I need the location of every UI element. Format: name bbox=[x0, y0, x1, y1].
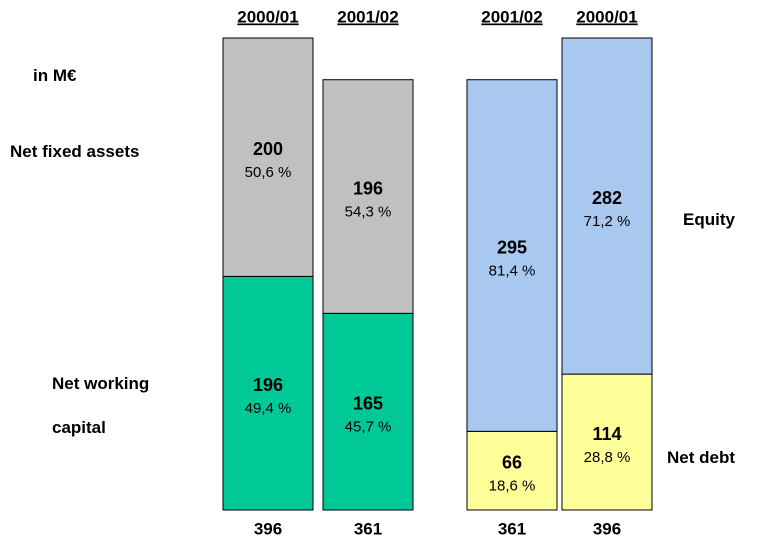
bar-segment bbox=[561, 373, 653, 511]
percent-label: 49,4 % bbox=[245, 400, 292, 417]
category-label: 2001/02 bbox=[337, 7, 398, 26]
value-label: 114 bbox=[592, 424, 621, 444]
total-label: 396 bbox=[254, 519, 282, 538]
value-label: 196 bbox=[353, 178, 383, 198]
category-label: 2000/01 bbox=[237, 7, 298, 26]
series-label: Net working capital bbox=[52, 374, 150, 437]
category-label: 2001/02 bbox=[481, 7, 542, 26]
bar-segment bbox=[222, 37, 314, 277]
series-label: Equity bbox=[683, 210, 735, 229]
value-label: 200 bbox=[253, 139, 283, 159]
bar-segment bbox=[322, 79, 414, 314]
value-label: 282 bbox=[592, 188, 622, 208]
percent-label: 18,6 % bbox=[489, 478, 536, 495]
percent-label: 81,4 % bbox=[489, 262, 536, 279]
series-label: Net fixed assets bbox=[10, 142, 140, 161]
value-label: 295 bbox=[497, 237, 527, 257]
value-label: 165 bbox=[353, 393, 383, 413]
total-label: 361 bbox=[354, 519, 382, 538]
bar-segment bbox=[222, 275, 314, 511]
unit-label: in M€ bbox=[33, 66, 77, 85]
percent-label: 28,8 % bbox=[584, 449, 631, 466]
series-label: Net debt bbox=[667, 448, 735, 467]
bar-segment bbox=[561, 37, 653, 375]
value-label: 196 bbox=[253, 375, 283, 395]
total-label: 361 bbox=[498, 519, 526, 538]
bar-segment bbox=[466, 79, 558, 432]
total-label: 396 bbox=[593, 519, 621, 538]
percent-label: 45,7 % bbox=[345, 419, 392, 436]
percent-label: 50,6 % bbox=[245, 164, 292, 181]
percent-label: 71,2 % bbox=[584, 213, 631, 230]
category-label: 2000/01 bbox=[576, 7, 637, 26]
percent-label: 54,3 % bbox=[345, 203, 392, 220]
value-label: 66 bbox=[502, 452, 522, 472]
bar-segment bbox=[322, 312, 414, 511]
